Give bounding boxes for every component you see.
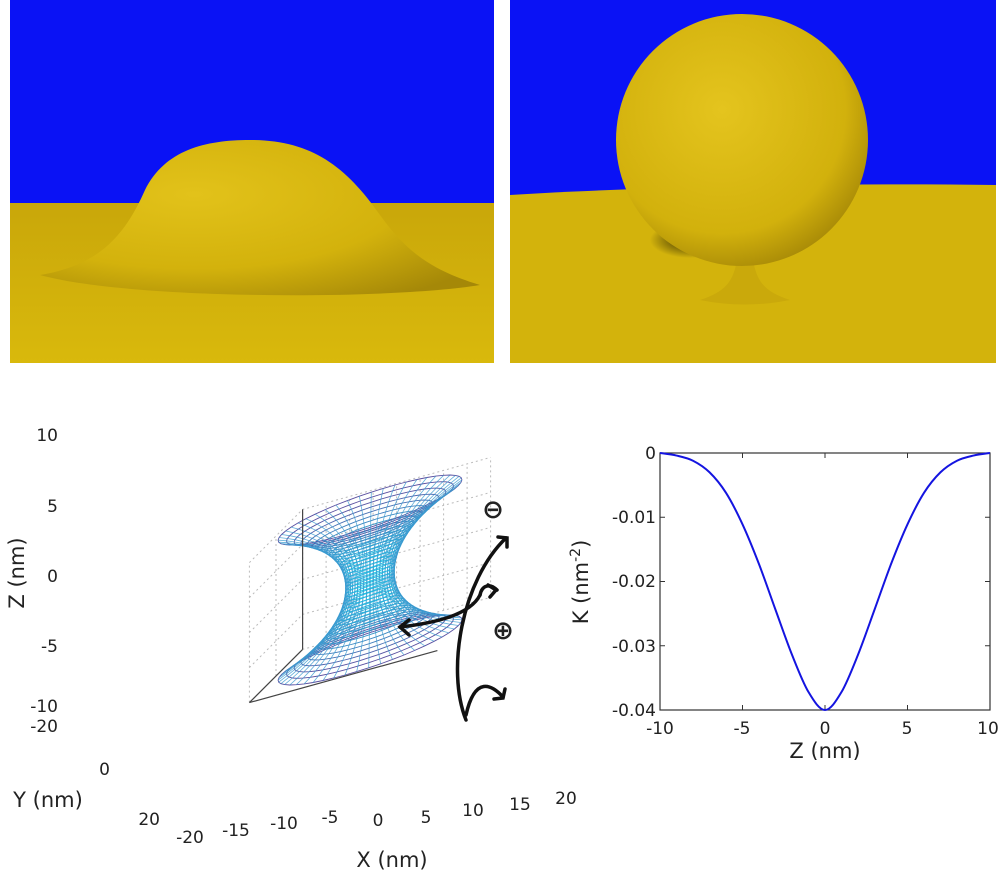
z-tick: 10 — [36, 426, 58, 446]
z-axis-label: Z (nm) — [5, 537, 29, 608]
minus-arc-arrow — [455, 536, 508, 722]
mesh-meridian — [305, 518, 354, 660]
curvature-plus-sign: ⊕ — [492, 616, 514, 646]
mesh-meridian — [368, 527, 371, 668]
x-tick: -20 — [176, 828, 204, 848]
k-y-tick: -0.01 — [612, 508, 656, 528]
minus-arrowhead — [496, 535, 509, 549]
mesh-meridian — [379, 481, 407, 623]
mesh-meridian — [335, 504, 362, 646]
x-tick: -5 — [322, 808, 339, 828]
y-tick: 0 — [99, 760, 110, 780]
mesh-meridian — [390, 474, 451, 616]
k-y-tick: -0.04 — [612, 701, 656, 721]
minus-arc-lower — [464, 684, 505, 717]
mesh-meridian — [376, 484, 396, 626]
mesh-meridian — [314, 513, 356, 655]
render-vesicle-neck — [700, 265, 790, 305]
mesh-ring — [277, 474, 463, 546]
k-y-tick: -0.02 — [612, 572, 656, 592]
mesh-meridian — [393, 482, 462, 623]
mesh-meridian — [381, 510, 416, 651]
x-axis-line — [249, 650, 438, 704]
k-x-tick: 0 — [820, 719, 831, 739]
x-tick: -10 — [270, 814, 298, 834]
mesh-meridian — [297, 522, 352, 664]
curvature-series-line — [659, 452, 991, 712]
mesh-meridian — [280, 543, 347, 685]
mesh-meridian — [372, 523, 382, 664]
k-x-tick: -5 — [734, 719, 751, 739]
x-tick: 0 — [373, 811, 384, 831]
mesh-meridian — [358, 496, 368, 637]
x-tick: 15 — [509, 795, 531, 815]
render-vesicle-image — [510, 0, 996, 363]
y-axis-line — [248, 648, 304, 704]
mesh-meridian — [290, 526, 350, 668]
z-tick: 5 — [47, 497, 58, 517]
mesh-meridian — [356, 531, 367, 672]
mesh-meridian — [389, 475, 444, 616]
z-tick: -5 — [41, 637, 58, 657]
mesh-meridian — [324, 509, 359, 650]
k-y-axis-label: K (nm-2) — [568, 540, 593, 625]
k-y-tick: 0 — [645, 444, 656, 464]
x-axis-label: X (nm) — [356, 848, 427, 872]
x-tick: 5 — [421, 808, 432, 828]
k-x-tick: -10 — [646, 719, 674, 739]
mesh-ring — [277, 614, 463, 686]
x-tick: -15 — [222, 821, 250, 841]
small-arrowhead — [486, 583, 499, 599]
mesh-meridian — [384, 477, 428, 618]
mesh-meridian — [382, 479, 418, 620]
catenoid-mesh — [277, 474, 463, 686]
mesh-meridian — [369, 492, 372, 633]
x-tick: 20 — [555, 789, 577, 809]
y-tick: 20 — [138, 810, 160, 830]
z-tick: 0 — [47, 567, 58, 587]
y-tick: -20 — [30, 717, 58, 737]
y-axis-label: Y (nm) — [12, 788, 83, 812]
render-bud-image — [10, 0, 494, 363]
mesh-meridian — [387, 475, 437, 617]
mesh-meridian — [375, 519, 393, 660]
mesh-meridian — [373, 488, 384, 629]
lower-arrowhead — [492, 687, 507, 701]
k-x-tick: 5 — [902, 719, 913, 739]
mesh-meridian — [347, 500, 365, 641]
k-x-axis-label: Z (nm) — [789, 739, 860, 760]
curvature-sign-arrows — [397, 535, 509, 722]
grid-line — [249, 456, 491, 563]
render-bud-panel — [10, 0, 494, 363]
surface-plot: 10 5 0 -5 -10 Z (nm) -20 0 20 Y (nm) -20… — [5, 426, 577, 872]
mesh-meridian — [285, 530, 349, 672]
curvature-line-chart: 0 -0.01 -0.02 -0.03 -0.04 -10 -5 0 5 10 … — [568, 444, 999, 760]
curvature-plot-frame — [659, 452, 991, 711]
left-arrowhead — [397, 618, 411, 637]
k-y-tick: -0.03 — [612, 637, 656, 657]
z-tick: -10 — [30, 697, 58, 717]
k-x-tick: 10 — [977, 719, 999, 739]
plus-arc-arrow — [398, 593, 482, 629]
mesh-meridian — [393, 475, 460, 617]
x-tick: 10 — [462, 801, 484, 821]
render-vesicle-ball — [616, 14, 868, 266]
curvature-minus-sign: ⊖ — [482, 495, 504, 525]
surface-plot-axes — [248, 509, 438, 704]
render-vesicle-panel — [510, 0, 996, 363]
render-bud-shape — [40, 140, 480, 296]
